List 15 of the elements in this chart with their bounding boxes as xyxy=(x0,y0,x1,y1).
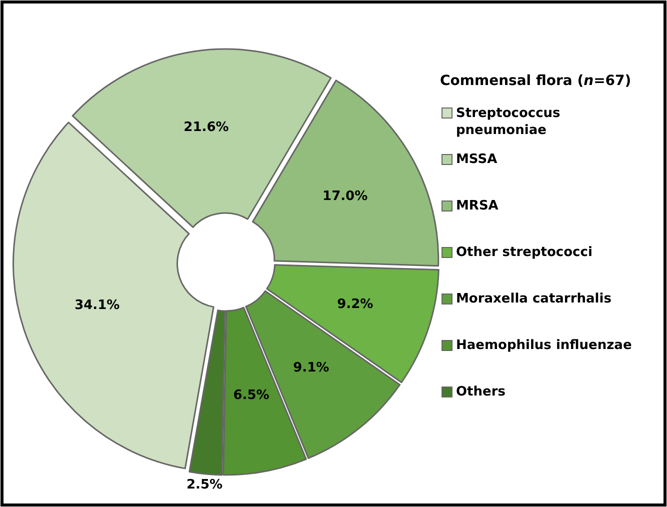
legend-label: MRSA xyxy=(456,198,498,214)
legend-label: Moraxella catarrhalis xyxy=(456,292,612,306)
data-label: 2.5% xyxy=(186,477,223,492)
legend-label: MSSA xyxy=(456,152,498,167)
legend-label: Streptococcus pneumoniae xyxy=(456,106,561,138)
data-label: 21.6% xyxy=(184,120,229,135)
data-label: 6.5% xyxy=(233,388,270,404)
data-label: 9.2% xyxy=(337,297,374,312)
legend-title: Commensal flora (n=67) xyxy=(440,73,632,89)
data-label: 34.1% xyxy=(74,298,120,313)
legend-label: Others xyxy=(456,384,506,400)
data-label: 9.1% xyxy=(293,360,330,376)
legend-label: Other streptococci xyxy=(456,245,592,260)
legend-label: Haemophilus influenzae xyxy=(456,338,632,353)
data-label: 17.0% xyxy=(322,188,368,204)
